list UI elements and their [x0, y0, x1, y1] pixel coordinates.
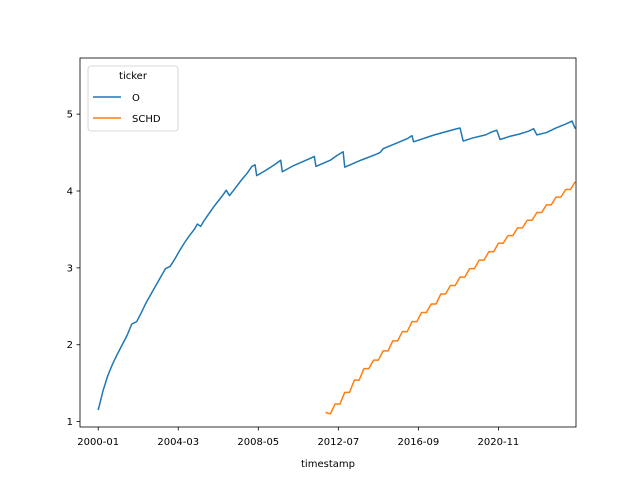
- series-line-o: [97, 120, 576, 411]
- series-line-schd: [325, 181, 576, 415]
- legend-title: ticker: [119, 71, 148, 82]
- x-tick-label: 2012-07: [317, 437, 359, 448]
- legend-box: [87, 65, 179, 132]
- y-tick-label: 1: [67, 417, 73, 428]
- x-axis-label: timestamp: [301, 459, 355, 470]
- x-tick-label: 2020-11: [478, 437, 520, 448]
- x-tick-label: 2000-01: [77, 437, 119, 448]
- y-tick-label: 4: [67, 186, 73, 197]
- y-axis: 1 2 3 4 5: [67, 110, 80, 428]
- x-tick-label: 2004-03: [157, 437, 199, 448]
- legend-label-o: O: [132, 93, 140, 104]
- y-tick-label: 3: [67, 263, 73, 274]
- x-tick-label: 2016-09: [397, 437, 439, 448]
- x-axis: 2000-01 2004-03 2008-05 2012-07 2016-09 2020-…: [77, 427, 519, 448]
- x-tick-label: 2008-05: [237, 437, 279, 448]
- legend-label-schd: SCHD: [132, 114, 161, 125]
- plot-frame: [79, 57, 577, 428]
- legend: ticker O SCHD: [87, 65, 179, 132]
- y-tick-label: 2: [67, 340, 73, 351]
- y-tick-label: 5: [67, 110, 73, 121]
- series-layer: [97, 120, 576, 415]
